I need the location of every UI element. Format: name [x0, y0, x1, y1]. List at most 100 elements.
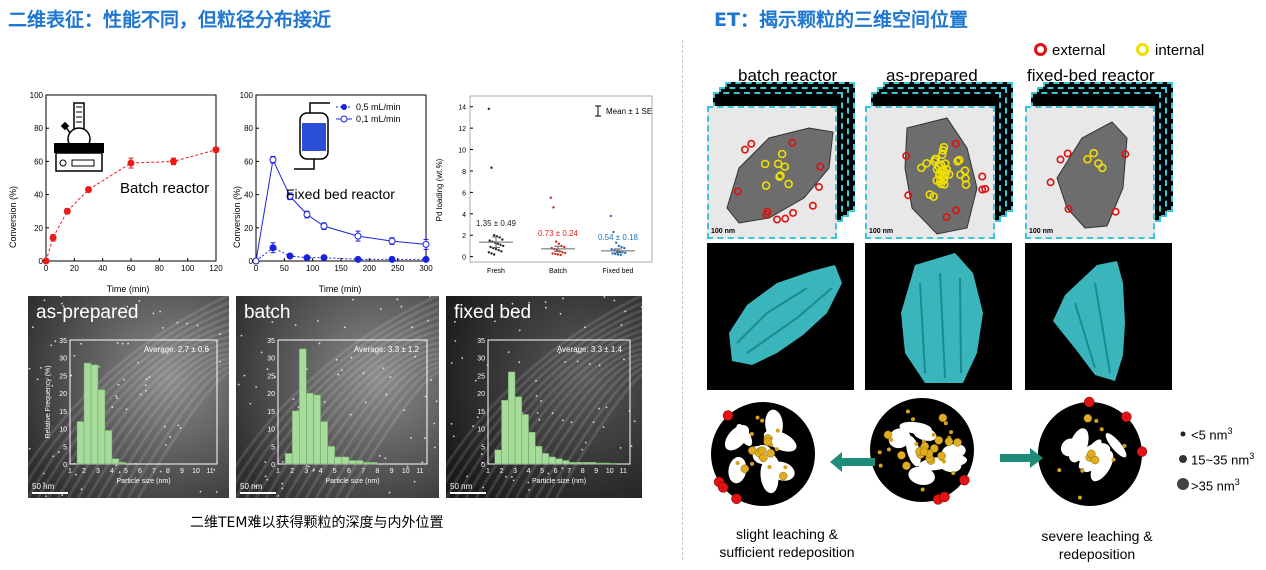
hist-y-tick-label: 15	[267, 409, 275, 416]
external-particle-marker	[1056, 155, 1065, 164]
histogram-bar	[104, 430, 113, 465]
small-particle	[914, 441, 919, 446]
histogram: 1 2 3 4 5 6 7 8 9 10 11 0 5 10 15 20 25 30 35 Particle size…	[477, 338, 631, 485]
tem-scale-bar	[240, 492, 276, 494]
particle-speck	[581, 448, 584, 451]
data-point	[487, 251, 490, 254]
small-particle	[775, 428, 780, 433]
histogram-bar	[313, 394, 321, 465]
tem-label: fixed bed	[454, 302, 532, 323]
size-legend-dot-small	[1180, 431, 1186, 437]
histogram-average: Average: 3.3 ± 1.2	[354, 345, 420, 354]
histogram-bar	[355, 460, 364, 465]
external-particle-marker	[740, 145, 749, 154]
small-particle	[877, 450, 882, 455]
pore	[728, 456, 747, 484]
hist-y-tick-label: 5	[481, 444, 485, 451]
category-label: Batch	[549, 268, 567, 275]
hist-y-tick-label: 0	[271, 462, 275, 469]
data-point	[303, 254, 311, 262]
external-particle-marker	[1121, 150, 1130, 159]
internal-particle-marker	[917, 163, 926, 173]
data-point	[623, 246, 626, 250]
particle-speck	[505, 475, 507, 478]
data-point	[303, 211, 311, 219]
tem-scale-label: 50 nm	[450, 482, 473, 491]
et-col-title-batch: batch reactor	[738, 66, 838, 85]
particle-speck	[145, 378, 148, 380]
data-point	[499, 243, 502, 247]
data-point	[500, 250, 503, 253]
category-label: Fixed bed	[603, 268, 634, 275]
particle-speck	[540, 400, 542, 402]
particle-speck	[179, 426, 182, 429]
particle-speck	[144, 384, 147, 387]
particle-speck	[264, 461, 267, 463]
tem-label: as-prepared	[36, 302, 139, 323]
right-section-heading: ET：揭示颗粒的三维空间位置	[714, 9, 968, 31]
external-particle-marker	[789, 208, 798, 217]
histogram-bar	[514, 396, 523, 465]
data-point	[49, 234, 57, 242]
pore	[888, 428, 911, 449]
particle-speck	[115, 464, 118, 467]
mean-value-label: 0.54 ± 0.18	[598, 233, 639, 242]
hist-x-tick-label: 3	[304, 468, 308, 475]
histogram-bar	[528, 431, 536, 465]
lattice-fringe	[554, 372, 642, 498]
left-section-heading: 二维表征：性能不同，但粒径分布接近	[8, 9, 332, 31]
particle-speck	[562, 297, 564, 300]
hist-y-tick-label: 25	[59, 373, 67, 380]
external-particle-marker	[788, 138, 797, 147]
data-point	[354, 232, 362, 240]
particle-speck	[343, 326, 346, 329]
histogram-bar	[299, 348, 307, 465]
large-surface-particle	[717, 482, 729, 493]
pd-legend: Mean ± 1 SE	[595, 105, 652, 117]
medium-particle	[919, 447, 929, 457]
et-reconstruction-as-prepared	[865, 243, 1012, 390]
small-particle	[949, 430, 954, 435]
particle-speck	[454, 340, 457, 342]
x-tick-label: 80	[155, 264, 164, 273]
external-particle-marker	[762, 210, 771, 219]
x-tick-label: 20	[70, 264, 79, 273]
external-particle-marker	[904, 191, 913, 200]
particle-speck	[400, 305, 403, 308]
hist-y-tick-label: 10	[477, 427, 485, 434]
histogram-bar	[320, 421, 328, 465]
particle-speck	[43, 299, 46, 302]
scheme-caption-left: slight leaching & sufficient redepositio…	[702, 525, 872, 561]
particle-speck	[352, 298, 354, 301]
histogram-bar	[111, 458, 120, 465]
particle-speck	[80, 342, 82, 345]
particle-speck	[511, 302, 514, 305]
histogram-bar	[589, 461, 597, 465]
particle-speck	[362, 372, 365, 375]
particle-speck	[294, 324, 297, 327]
data-point	[620, 245, 623, 249]
hist-x-tick-label: 8	[166, 468, 170, 475]
particle-speck	[108, 317, 110, 319]
data-point	[496, 242, 499, 245]
internal-legend-label: internal	[1155, 42, 1205, 59]
particle-speck	[427, 319, 429, 322]
data-point	[212, 146, 220, 154]
histogram-bar	[535, 446, 543, 465]
data-point	[488, 239, 491, 242]
x-tick-label: 250	[391, 264, 405, 273]
particle-speck	[538, 418, 541, 421]
particle-speck	[424, 437, 426, 440]
particle-speck	[269, 311, 272, 314]
particle-speck	[297, 406, 300, 409]
external-particle-marker	[1111, 207, 1120, 216]
hist-y-tick-label: 20	[59, 391, 67, 398]
hist-x-tick-label: 9	[390, 468, 394, 475]
histogram-bar	[76, 421, 85, 465]
data-point	[614, 252, 617, 256]
particle-speck	[385, 393, 388, 396]
particle-speck	[281, 482, 284, 485]
lattice-fringe	[46, 322, 229, 498]
particle-speck	[317, 319, 319, 322]
x-tick-label: 0	[254, 264, 259, 273]
